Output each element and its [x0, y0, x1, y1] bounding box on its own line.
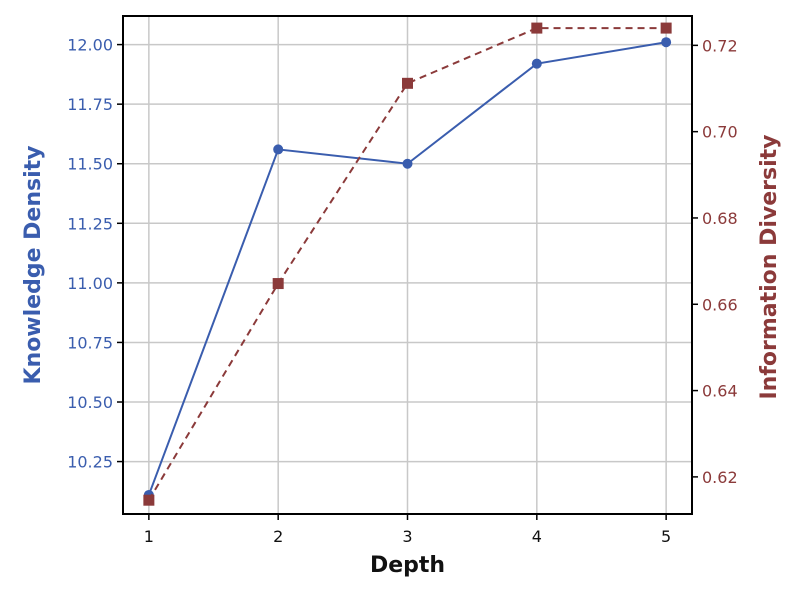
left-series-point [273, 144, 284, 155]
left-series-point [402, 158, 413, 169]
left-tick-label: 11.25 [67, 214, 113, 233]
right-series-point [402, 77, 413, 89]
left-tick-label: 10.50 [67, 393, 113, 412]
left-y-axis-title: Knowledge Density [21, 145, 46, 384]
right-tick-label: 0.70 [702, 123, 738, 142]
grid-lines [123, 16, 692, 514]
left-tick-label: 11.75 [67, 95, 113, 114]
right-series-line [148, 27, 667, 501]
right-tick-label: 0.64 [702, 382, 738, 401]
x-tick-label: 5 [661, 527, 671, 546]
right-series-point [272, 278, 284, 290]
right-tick-label: 0.62 [702, 468, 738, 487]
left-tick-label: 11.50 [67, 155, 113, 174]
right-series-point [143, 494, 155, 506]
tick-layer: 1 2 3 4 5 10.25 10.50 10.75 11.00 11.25 11.50 11.75… [67, 36, 737, 546]
x-tick-label: 4 [532, 527, 542, 546]
right-y-axis-title: Information Diversity [757, 134, 782, 399]
right-tick-label: 0.72 [702, 36, 738, 55]
left-tick-label: 12.00 [67, 36, 113, 55]
left-series-point [661, 37, 672, 48]
x-axis-title: Depth [370, 553, 445, 578]
left-tick-label: 10.25 [67, 453, 113, 472]
x-tick-label: 1 [144, 527, 154, 546]
left-series-point [531, 58, 542, 69]
right-series-point [660, 22, 672, 34]
x-tick-label: 2 [273, 527, 283, 546]
right-tick-label: 0.68 [702, 209, 738, 228]
series-layer [143, 22, 672, 506]
right-tick-label: 0.66 [702, 295, 738, 314]
x-tick-label: 3 [402, 527, 412, 546]
left-tick-label: 11.00 [67, 274, 113, 293]
left-tick-label: 10.75 [67, 333, 113, 352]
right-series-point [531, 22, 543, 34]
